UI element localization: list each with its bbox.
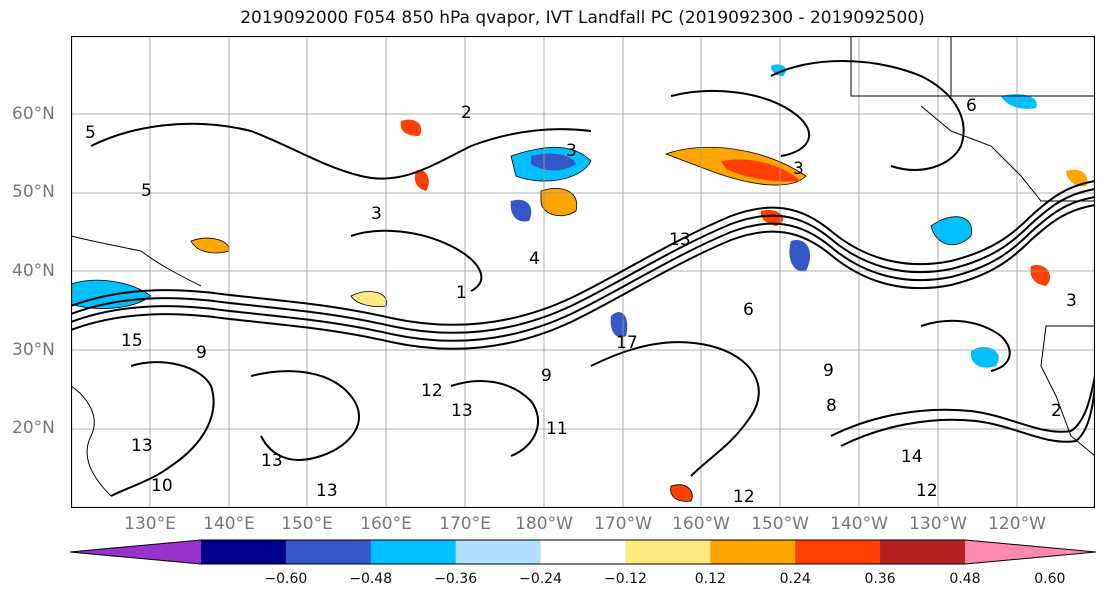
contour-label: 17	[616, 333, 638, 353]
contour-label: 6	[966, 96, 977, 116]
contour-label: 13	[669, 230, 691, 250]
lon-label: 140°E	[203, 514, 255, 534]
map-plot-area: 2 5 3 5 3 4 1 13 9 12 13 15 13 10 6 9 8 …	[71, 36, 1095, 508]
colorbar-extend-high	[965, 540, 1096, 564]
contour-label: 13	[316, 481, 338, 501]
contour-label: 3	[1066, 291, 1077, 311]
graticule	[71, 36, 1095, 508]
colorbar-segment	[370, 540, 457, 564]
lon-label: 130°E	[124, 514, 176, 534]
colorbar-segment	[795, 540, 881, 564]
map-title: 2019092000 F054 850 hPa qvapor, IVT Land…	[240, 8, 925, 28]
colorbar-tick-label: −0.60	[264, 571, 308, 587]
contour-label: 9	[196, 343, 207, 363]
lon-label: 140°W	[830, 514, 888, 534]
contour-label: 3	[566, 141, 577, 161]
ivt-contour-layer	[71, 60, 1095, 497]
colorbar-segment	[455, 540, 542, 564]
colorbar	[70, 539, 1096, 565]
contour-label: 10	[151, 476, 173, 496]
contour-label: 13	[131, 436, 153, 456]
lon-label: 180°W	[515, 514, 573, 534]
lon-label: 170°W	[594, 514, 652, 534]
lat-label-50n: 50°N	[12, 182, 55, 202]
colorbar-segment	[201, 540, 287, 564]
colorbar-tick-label: −0.36	[434, 571, 478, 587]
lat-label-40n: 40°N	[12, 261, 55, 281]
contour-label: 3	[371, 204, 382, 224]
lon-label: 150°E	[281, 514, 333, 534]
colorbar-outline	[70, 539, 1096, 565]
colorbar-tick-label: −0.48	[349, 571, 393, 587]
contour-label: 8	[826, 396, 837, 416]
anomaly-fill-layer	[71, 64, 1088, 502]
lon-label: 170°E	[439, 514, 491, 534]
colorbar-segment	[285, 540, 372, 564]
contour-label: 12	[421, 381, 443, 401]
contour-label: 12	[916, 481, 938, 501]
colorbar-tick-label: 0.48	[949, 571, 981, 587]
colorbar-segment	[540, 540, 626, 564]
lon-label: 120°W	[988, 514, 1046, 534]
contour-label: 9	[541, 366, 552, 386]
colorbar-tick-label: 0.24	[779, 571, 811, 587]
colorbar-tick-label: 0.60	[1034, 571, 1066, 587]
contour-label: 13	[261, 451, 283, 471]
contour-label: 4	[529, 249, 540, 269]
contour-label: 5	[141, 181, 152, 201]
lon-label: 130°W	[909, 514, 967, 534]
contour-label: 3	[793, 159, 804, 179]
colorbar-segment	[625, 540, 711, 564]
lon-label: 160°W	[672, 514, 730, 534]
lon-label: 160°E	[360, 514, 412, 534]
contour-label: 15	[121, 331, 143, 351]
contour-label-layer: 2 5 3 5 3 4 1 13 9 12 13 15 13 10 6 9 8 …	[85, 96, 1077, 507]
colorbar-tick-label: 0.12	[694, 571, 726, 587]
contour-label: 13	[451, 401, 473, 421]
contour-label: 1	[456, 283, 467, 303]
colorbar-segment	[880, 540, 966, 564]
map-frame	[71, 36, 1095, 508]
contour-label: 6	[743, 300, 754, 320]
lat-label-60n: 60°N	[12, 104, 55, 124]
colorbar-segment	[710, 540, 796, 564]
contour-label: 5	[85, 123, 96, 143]
lat-label-30n: 30°N	[12, 340, 55, 360]
contour-label: 12	[733, 487, 755, 507]
contour-label: 14	[901, 447, 923, 467]
contour-label: 11	[546, 419, 568, 439]
colorbar-tick-label: 0.36	[864, 571, 896, 587]
lon-label: 150°W	[751, 514, 809, 534]
colorbar-tick-label: −0.24	[519, 571, 562, 587]
contour-label: 2	[461, 103, 472, 123]
colorbar-extend-low	[70, 540, 201, 564]
contour-label: 9	[823, 361, 834, 381]
contour-label: 2	[1051, 401, 1062, 421]
colorbar-tick-label: −0.12	[603, 571, 647, 587]
lat-label-20n: 20°N	[12, 418, 55, 438]
